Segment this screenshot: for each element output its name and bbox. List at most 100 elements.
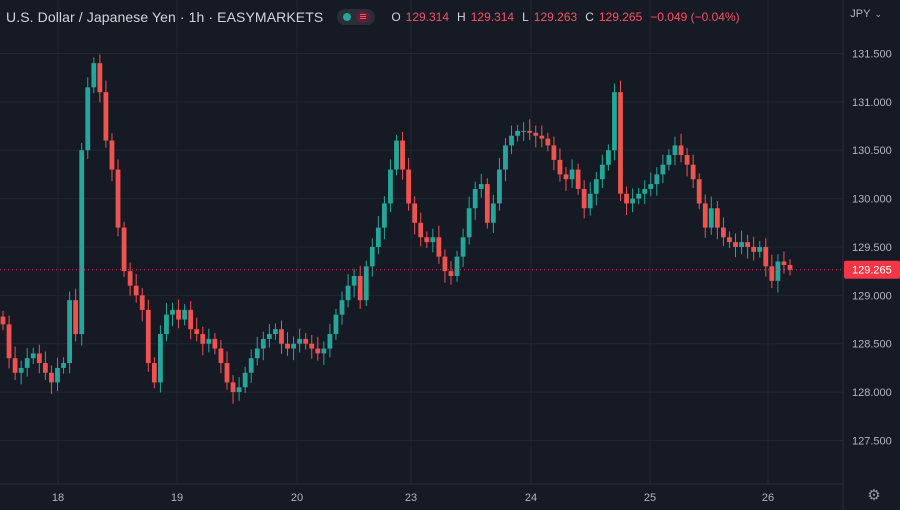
- candle-body: [315, 348, 321, 354]
- candle-body: [612, 92, 617, 151]
- candle-body: [539, 135, 545, 139]
- candle-body: [176, 309, 181, 320]
- candle-body: [630, 198, 635, 204]
- candle-body: [85, 87, 91, 151]
- candle-body: [67, 300, 72, 364]
- y-tick-label: 129.000: [852, 290, 892, 302]
- symbol-title[interactable]: U.S. Dollar / Japanese Yen · 1h · EASYMA…: [6, 9, 324, 25]
- low-key: L: [522, 10, 529, 24]
- candle-body: [527, 130, 533, 133]
- candle-body: [158, 334, 163, 383]
- candle-body: [430, 237, 436, 243]
- candle-body: [73, 300, 79, 335]
- currency-label: JPY: [850, 8, 871, 20]
- candle-body: [714, 208, 720, 228]
- candle-body: [678, 145, 684, 156]
- candle-body: [454, 256, 460, 276]
- y-tick-label: 129.500: [852, 242, 892, 254]
- candle-body: [563, 174, 569, 180]
- candle-body: [666, 155, 672, 165]
- candle-body: [242, 372, 248, 388]
- candle-body: [515, 130, 520, 136]
- candle-body: [400, 140, 405, 170]
- candle-body: [702, 203, 708, 228]
- candle-body: [787, 264, 793, 270]
- candle-body: [624, 193, 629, 204]
- visibility-toggle[interactable]: [337, 9, 376, 25]
- candle-body: [599, 164, 605, 180]
- bars-icon: [356, 11, 371, 23]
- candle-body: [345, 285, 351, 301]
- gear-icon[interactable]: ⚙: [867, 487, 881, 504]
- candle-body: [357, 275, 363, 301]
- candle-body: [745, 242, 751, 247]
- y-tick-label: 127.500: [852, 435, 892, 447]
- candle-body: [412, 203, 418, 223]
- candle-body: [575, 169, 581, 189]
- candle-body: [133, 285, 139, 296]
- candle-body: [593, 179, 599, 194]
- candle-body: [521, 130, 527, 132]
- candle-body: [145, 309, 151, 364]
- x-tick-label: 18: [52, 492, 64, 504]
- candle-body: [309, 343, 315, 349]
- candle-body: [254, 348, 260, 359]
- candle-body: [194, 329, 200, 335]
- candle-body: [321, 348, 327, 354]
- candle-body: [642, 188, 648, 194]
- candle-body: [333, 314, 339, 335]
- chevron-down-icon: ⌄: [874, 9, 882, 19]
- candle-body: [654, 174, 660, 185]
- candle-body: [460, 237, 466, 257]
- candle-body: [581, 188, 587, 209]
- candle-body: [61, 363, 66, 368]
- currency-selector[interactable]: JPY ⌄: [850, 8, 882, 20]
- candle-body: [466, 208, 472, 238]
- x-tick-label: 23: [405, 492, 417, 504]
- candle-body: [121, 227, 127, 272]
- candle-body: [490, 203, 496, 223]
- candle-body: [79, 150, 85, 335]
- candle-body: [303, 338, 309, 344]
- x-tick-label: 26: [762, 492, 774, 504]
- candle-body: [721, 227, 726, 238]
- close-key: C: [585, 10, 594, 24]
- candle-body: [260, 338, 266, 349]
- candle-body: [672, 145, 678, 156]
- candle-body: [775, 261, 781, 281]
- candle-body: [115, 169, 121, 228]
- candle-body: [139, 295, 145, 310]
- candle-body: [266, 334, 272, 339]
- candle-body: [236, 387, 242, 393]
- candle-body: [0, 316, 6, 325]
- candle-body: [708, 208, 714, 228]
- candle-body: [49, 372, 54, 383]
- candle-body: [381, 203, 387, 228]
- candle-body: [339, 300, 345, 315]
- price-change: −0.049 (−0.04%): [650, 10, 740, 24]
- candle-body: [369, 246, 375, 267]
- candle-body: [230, 382, 236, 393]
- candle-body: [151, 363, 157, 383]
- candle-body: [248, 358, 254, 373]
- high-key: H: [457, 10, 466, 24]
- candle-body: [388, 169, 393, 204]
- candle-body: [36, 353, 42, 364]
- candle-body: [91, 63, 97, 88]
- candle-body: [200, 334, 206, 344]
- candle-body: [42, 363, 48, 373]
- candle-body: [170, 309, 175, 315]
- y-tick-label: 131.000: [852, 97, 892, 109]
- candle-body: [757, 246, 763, 252]
- candle-body: [182, 309, 188, 320]
- candle-body: [188, 309, 194, 330]
- candle-body: [503, 145, 508, 170]
- candle-body: [218, 348, 224, 364]
- x-tick-label: 24: [525, 492, 537, 504]
- candle-body: [636, 193, 642, 199]
- last-price-label: 129.265: [852, 265, 892, 277]
- candle-body: [418, 222, 424, 238]
- candle-body: [351, 275, 357, 286]
